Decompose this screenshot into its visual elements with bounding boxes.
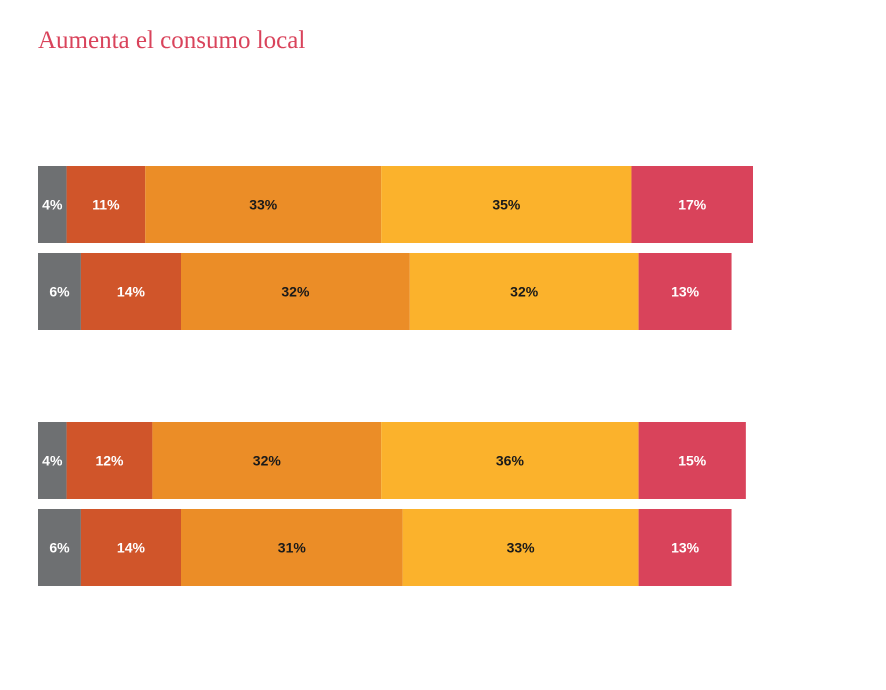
bar-segment-g2-b1-s1 xyxy=(38,422,67,499)
data-label-g1-b1-s4: 35% xyxy=(492,197,521,213)
data-label-g2-b2-s3: 31% xyxy=(278,540,307,556)
data-label-g2-b2-s1: 6% xyxy=(49,540,70,556)
bar-segment-g1-b2-s2 xyxy=(80,253,181,330)
data-label-g1-b1-s5: 17% xyxy=(678,197,707,213)
bar-segment-g2-b2-s1 xyxy=(38,509,81,586)
bar-segment-g2-b2-s2 xyxy=(80,509,181,586)
bar-segment-g1-b1-s3 xyxy=(145,166,382,243)
data-label-g2-b2-s2: 14% xyxy=(117,540,146,556)
data-label-g1-b2-s3: 32% xyxy=(281,284,310,300)
bar-segment-g1-b2-s5 xyxy=(638,253,732,330)
bar-segment-g1-b1-s5 xyxy=(631,166,753,243)
data-label-g2-b1-s2: 12% xyxy=(95,453,124,469)
bar-segment-g2-b1-s5 xyxy=(638,422,746,499)
data-label-g1-b2-s1: 6% xyxy=(49,284,70,300)
data-label-g1-b1-s3: 33% xyxy=(249,197,278,213)
data-label-g2-b1-s4: 36% xyxy=(496,453,525,469)
bar-segment-g2-b1-s2 xyxy=(66,422,153,499)
data-label-g1-b2-s5: 13% xyxy=(671,284,700,300)
data-label-g1-b1-s1: 4% xyxy=(42,197,63,213)
bar-segment-g1-b2-s1 xyxy=(38,253,81,330)
data-label-g1-b2-s4: 32% xyxy=(510,284,539,300)
data-label-g1-b2-s2: 14% xyxy=(117,284,146,300)
data-label-g2-b2-s4: 33% xyxy=(507,540,536,556)
data-label-g2-b1-s5: 15% xyxy=(678,453,707,469)
data-label-g2-b1-s3: 32% xyxy=(253,453,282,469)
bar-segment-g1-b1-s4 xyxy=(381,166,632,243)
data-label-g2-b2-s5: 13% xyxy=(671,540,700,556)
bar-segment-g1-b2-s4 xyxy=(409,253,639,330)
data-label-g2-b1-s1: 4% xyxy=(42,453,63,469)
chart-title: Aumenta el consumo local xyxy=(38,26,306,54)
bar-segment-g2-b2-s5 xyxy=(638,509,732,586)
bar-segment-g2-b2-s4 xyxy=(402,509,639,586)
data-label-g1-b1-s2: 11% xyxy=(92,197,120,213)
bar-segment-g2-b1-s4 xyxy=(381,422,639,499)
bar-segment-g1-b1-s2 xyxy=(66,166,146,243)
bar-segment-g1-b1-s1 xyxy=(38,166,67,243)
bar-segment-g2-b2-s3 xyxy=(181,509,403,586)
bar-segment-g1-b2-s3 xyxy=(181,253,410,330)
bar-segment-g2-b1-s3 xyxy=(152,422,382,499)
